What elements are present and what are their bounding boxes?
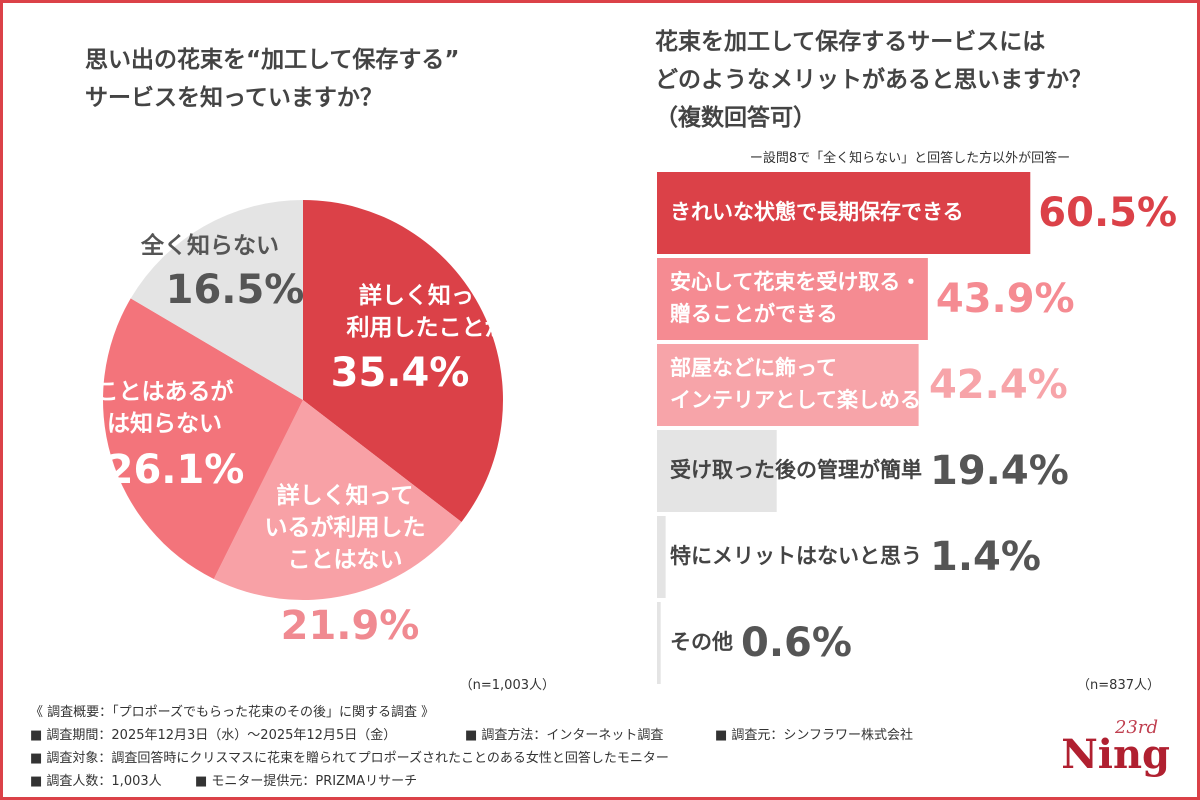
bar-value: 60.5% [1038, 190, 1177, 236]
bar-value: 0.6% [741, 620, 852, 666]
slice-value: 21.9% [281, 603, 420, 649]
bar-value: 1.4% [930, 534, 1041, 580]
slice-value: 16.5% [166, 267, 305, 313]
bar-label: 安心して花束を受け取る・贈ることができる [670, 270, 921, 326]
bar-value: 43.9% [936, 276, 1075, 322]
slice-value: 26.1% [106, 447, 245, 493]
pie-slice [130, 200, 303, 400]
chart-title: 花束を加工して保存するサービスにはどのようなメリットがあると思いますか？（複数回… [655, 28, 1092, 131]
sample-size: （n=837人） [1077, 678, 1160, 693]
bar [657, 516, 666, 598]
bar-value: 42.4% [929, 362, 1068, 408]
bar-label: 特にメリットはないと思う [670, 544, 922, 568]
bar [657, 172, 1031, 254]
footer-item: ■ 調査元：シンフラワー株式会社 [715, 727, 913, 743]
footer-heading: 《 調査概要：「プロポーズでもらった花束のその後」に関する調査 》 [30, 704, 434, 720]
footer-item: ■ 調査人数：1,003人 [30, 774, 162, 789]
bar [657, 430, 777, 512]
bar [657, 602, 661, 684]
chart-title: 思い出の花束を“加工して保存する”サービスを知っていますか？ [85, 46, 460, 111]
pie-slice [303, 200, 503, 522]
logo-small: 23rd [1114, 717, 1158, 738]
slice-value: 35.4% [331, 350, 470, 396]
sample-size: （n=1,003人） [460, 678, 555, 693]
slice-label: 詳しく知っていて利用したことがある [347, 282, 554, 341]
pie-slice [102, 298, 303, 580]
logo: Ning [1061, 731, 1170, 778]
bar-label: その他 [670, 630, 733, 654]
slice-label: 全く知らない [140, 232, 279, 259]
bar-label: 部屋などに飾ってインテリアとして楽しめる [670, 356, 921, 412]
bar-value: 19.4% [930, 448, 1069, 494]
bar [657, 344, 919, 426]
bar-label: 受け取った後の管理が簡単 [670, 458, 922, 482]
footer-item: ■ モニター提供元：PRIZMAリサーチ [195, 773, 417, 789]
bar-label: きれいな状態で長期保存できる [670, 200, 964, 224]
chart-subtitle: ー設問8で「全く知らない」と回答した方以外が回答ー [750, 150, 1070, 166]
footer-item: ■ 調査対象：調査回答時にクリスマスに花束を贈られてプロポーズされたことのある女… [30, 750, 669, 766]
slice-label: 詳しく知っているが利用したことはない [265, 482, 426, 573]
footer-item: ■ 調査方法：インターネット調査 [465, 727, 663, 743]
pie-slice [213, 400, 462, 600]
bar [657, 258, 928, 340]
slice-label: 聞いたことはあるが詳しくは知らない [27, 378, 234, 437]
footer-item: ■ 調査期間：2025年12月3日（水）～2025年12月5日（金） [30, 727, 396, 743]
